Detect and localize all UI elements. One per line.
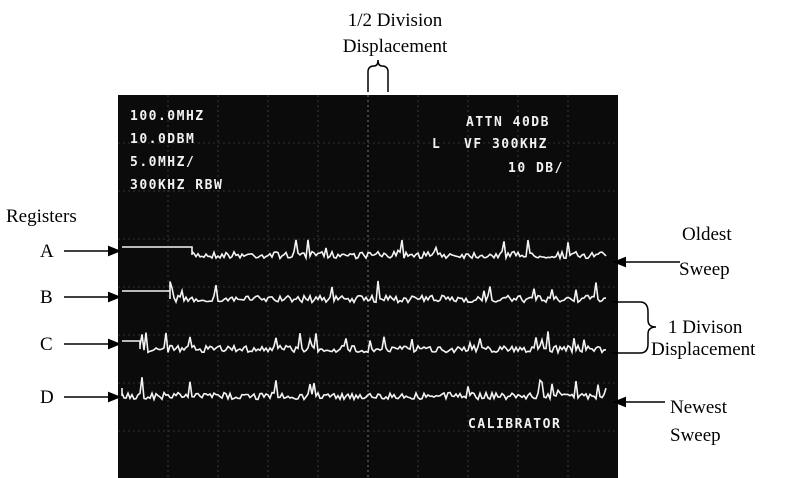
brace: [612, 301, 657, 354]
annotation: Oldest: [682, 224, 732, 245]
readout: L: [432, 137, 441, 152]
annotation: 1 Divison: [668, 317, 743, 338]
brace: [367, 59, 389, 92]
annotation: Newest: [670, 397, 728, 418]
readout: 10.0DBM: [130, 132, 195, 147]
trace: [122, 331, 607, 356]
annotation: Displacement: [651, 339, 756, 360]
readout: CALIBRATOR: [468, 417, 561, 432]
readout: 300KHZ RBW: [130, 178, 223, 193]
readout: 10 DB/: [508, 161, 564, 176]
register-label: B: [40, 287, 53, 308]
readout: 5.0MHZ/: [130, 155, 195, 170]
annotation: Sweep: [670, 425, 721, 446]
trace: [121, 377, 607, 402]
trace: [122, 239, 607, 261]
register-label: C: [40, 334, 53, 355]
traces: [121, 239, 607, 402]
annotation: Sweep: [679, 259, 730, 280]
register-label: A: [40, 241, 54, 262]
readout: ATTN 40DB: [466, 115, 550, 130]
annotation: 1/2 Division: [348, 10, 443, 31]
readout: 100.0MHZ: [130, 109, 205, 124]
readout: VF 300KHZ: [464, 137, 548, 152]
graticule: [118, 95, 618, 478]
register-label: D: [40, 387, 54, 408]
annotation: Registers: [6, 206, 77, 227]
trace: [122, 280, 607, 305]
annotation: Displacement: [343, 36, 448, 57]
